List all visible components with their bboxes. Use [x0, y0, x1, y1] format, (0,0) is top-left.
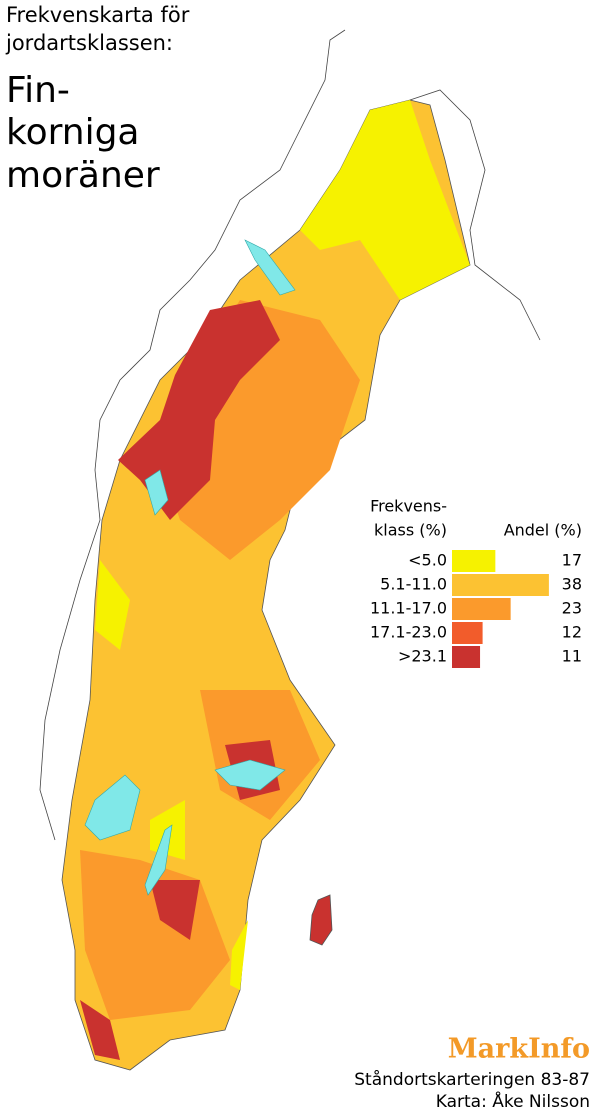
legend-label: 5.1-11.0 — [380, 575, 447, 594]
neighbour-border — [39, 29, 346, 841]
yellow-zone — [95, 100, 470, 990]
share-value: 23 — [562, 599, 582, 618]
title: Frekvenskarta för — [6, 3, 190, 27]
share-bar — [452, 646, 481, 668]
credit: Karta: Åke Nilsson — [436, 1090, 590, 1112]
footer: MarkInfo Ståndortskarteringen 83-87 Kart… — [354, 1034, 590, 1113]
brand: MarkInfo — [448, 1034, 590, 1065]
share-value: 12 — [562, 623, 582, 642]
subject: korniga — [6, 112, 140, 153]
share-bar — [452, 550, 496, 572]
orange-zone — [80, 300, 360, 1020]
share-bar — [452, 598, 511, 620]
source: Ståndortskarteringen 83-87 — [354, 1069, 590, 1090]
legend-label: >23.1 — [398, 647, 447, 666]
share-bar — [452, 622, 483, 644]
share-value: 11 — [562, 647, 582, 666]
subject: Fin- — [6, 70, 70, 111]
header: Frekvenskarta för jordartsklassen: Fin- … — [5, 3, 190, 196]
map — [39, 29, 541, 1071]
gotland — [309, 894, 333, 946]
share-bar — [452, 574, 549, 596]
legend-label: <5.0 — [408, 551, 447, 570]
subject: moräner — [6, 155, 160, 196]
legend-label: 11.1-17.0 — [370, 599, 447, 618]
lakes — [84, 239, 296, 896]
legend: Frekvens- klass (%) Andel (%) <5.0 17 5.1-… — [370, 497, 582, 668]
legend-header: Andel (%) — [504, 521, 582, 540]
title: jordartsklassen: — [5, 31, 173, 55]
legend-header: klass (%) — [374, 521, 447, 540]
legend-label: 17.1-23.0 — [370, 623, 447, 642]
legend-header: Frekvens- — [370, 497, 447, 516]
share-value: 17 — [562, 551, 582, 570]
share-value: 38 — [562, 575, 582, 594]
neighbour-border — [409, 89, 541, 341]
red-zone — [80, 300, 280, 1060]
